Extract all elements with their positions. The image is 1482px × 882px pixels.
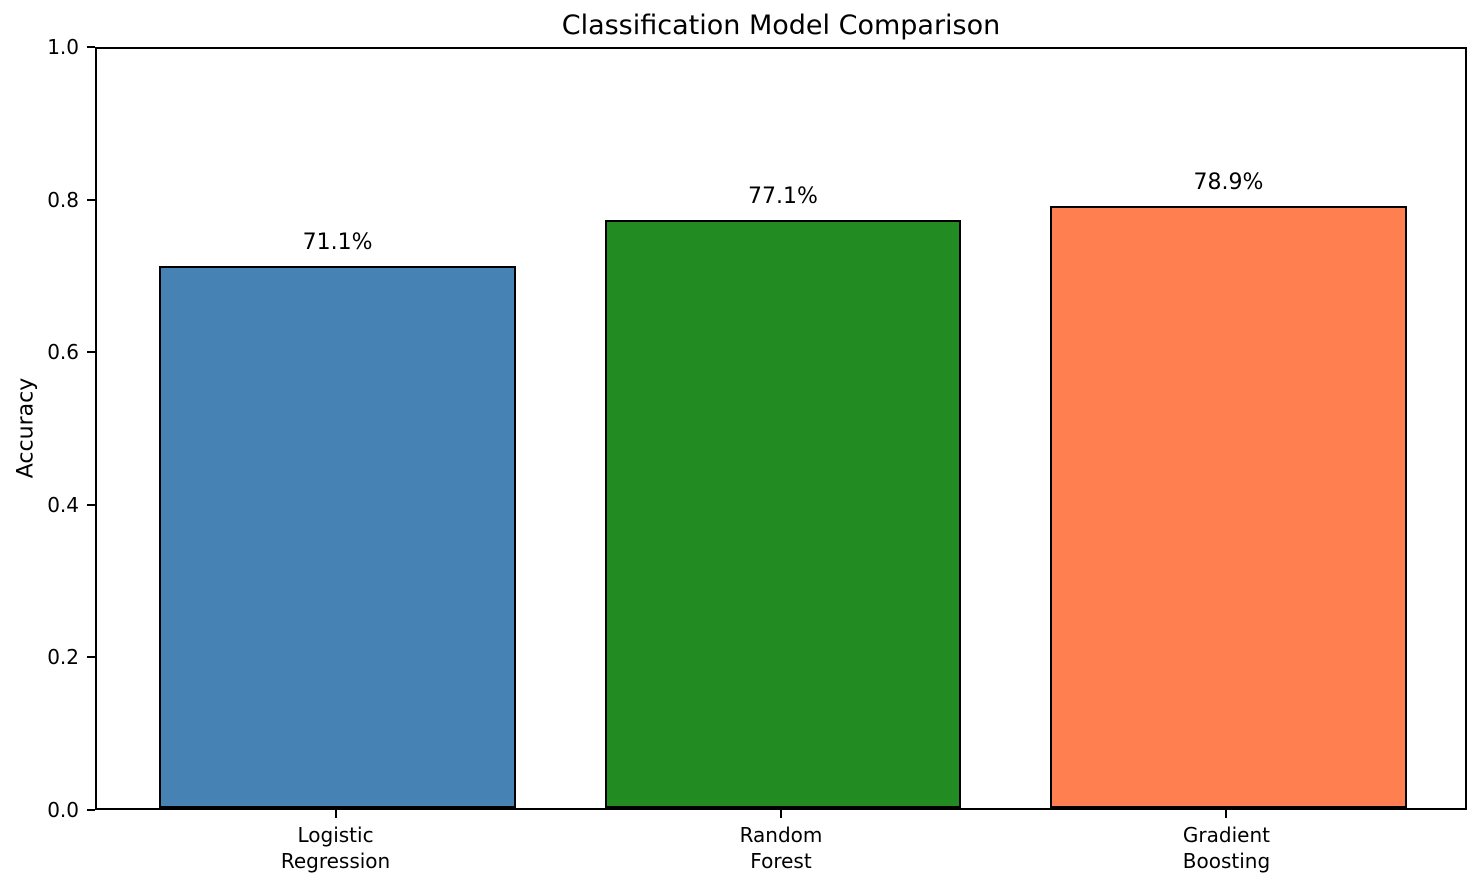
x-tick-label: Gradient Boosting — [1182, 823, 1271, 873]
y-tick-label: 1.0 — [47, 35, 79, 59]
plot-area: 71.1% 77.1% 78.9% — [95, 47, 1467, 810]
y-tick-mark — [87, 46, 95, 48]
bar-value-label: 78.9% — [1193, 170, 1264, 195]
y-tick-mark — [87, 503, 95, 506]
y-tick-label: 0.4 — [47, 492, 79, 517]
x-tick-label: Logistic Regression — [280, 823, 391, 873]
bar-value-label: 77.1% — [748, 183, 818, 209]
y-tick-mark — [87, 351, 95, 354]
x-tick-label: Random Forest — [739, 823, 823, 873]
y-tick-label: 0.8 — [47, 187, 79, 212]
y-tick-label: 0.0 — [47, 798, 79, 822]
bar-gradient-boosting — [1050, 206, 1407, 808]
y-tick-label: 0.2 — [47, 645, 79, 670]
x-tick-mark — [1225, 810, 1228, 818]
y-tick-mark — [87, 809, 95, 811]
y-axis-label: Accuracy — [13, 377, 39, 479]
y-tick-mark — [87, 198, 95, 201]
x-tick-mark — [780, 810, 782, 818]
bar-random-forest — [604, 219, 962, 808]
x-tick-mark — [334, 810, 337, 818]
y-tick-mark — [87, 656, 95, 659]
bar-value-label: 71.1% — [302, 229, 373, 255]
chart-title: Classification Model Comparison — [561, 10, 1001, 41]
bar-logistic-regression — [159, 265, 516, 808]
y-tick-label: 0.6 — [47, 340, 79, 365]
